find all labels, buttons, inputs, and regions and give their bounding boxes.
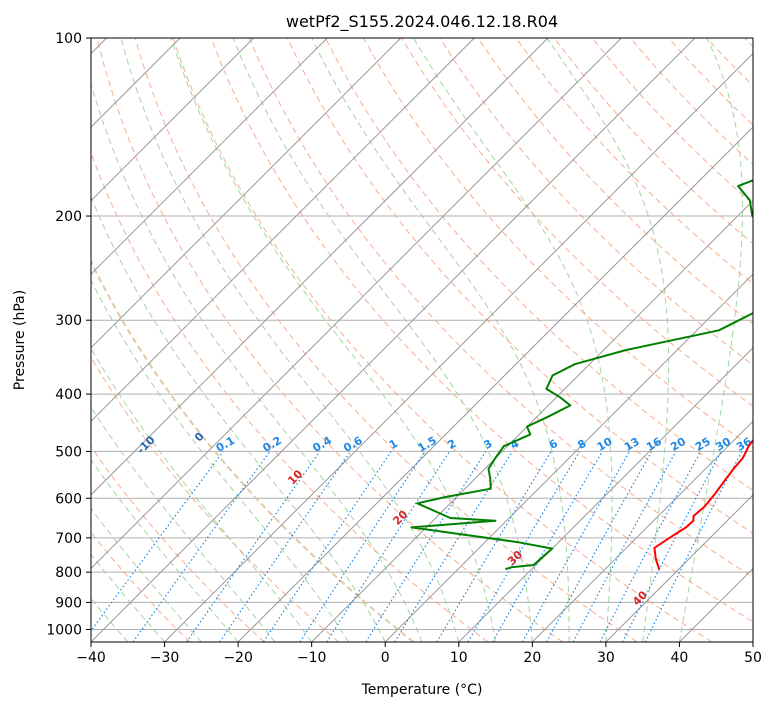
y-tick-label: 500 — [55, 444, 82, 460]
y-tick-label: 100 — [55, 31, 82, 47]
y-tick-label: 1000 — [46, 622, 82, 638]
x-axis-label: Temperature (°C) — [361, 682, 483, 698]
y-tick-label: 600 — [55, 491, 82, 507]
y-tick-label: 200 — [55, 209, 82, 225]
y-tick-label: 300 — [55, 313, 82, 329]
x-tick-label: 40 — [671, 650, 689, 666]
x-tick-label: 0 — [381, 650, 390, 666]
x-tick-label: 10 — [450, 650, 468, 666]
y-tick-label: 800 — [55, 565, 82, 581]
chart-title: wetPf2_S155.2024.046.12.18.R04 — [286, 12, 558, 32]
y-tick-label: 400 — [55, 387, 82, 403]
x-tick-label: −20 — [223, 650, 253, 666]
x-tick-label: 50 — [744, 650, 762, 666]
x-tick-label: −40 — [76, 650, 106, 666]
x-tick-label: −30 — [150, 650, 180, 666]
y-axis-label: Pressure (hPa) — [12, 290, 28, 390]
x-tick-label: 30 — [597, 650, 615, 666]
x-tick-label: −10 — [297, 650, 327, 666]
y-tick-label: 900 — [55, 595, 82, 611]
y-tick-label: 700 — [55, 531, 82, 547]
x-tick-label: 20 — [523, 650, 541, 666]
